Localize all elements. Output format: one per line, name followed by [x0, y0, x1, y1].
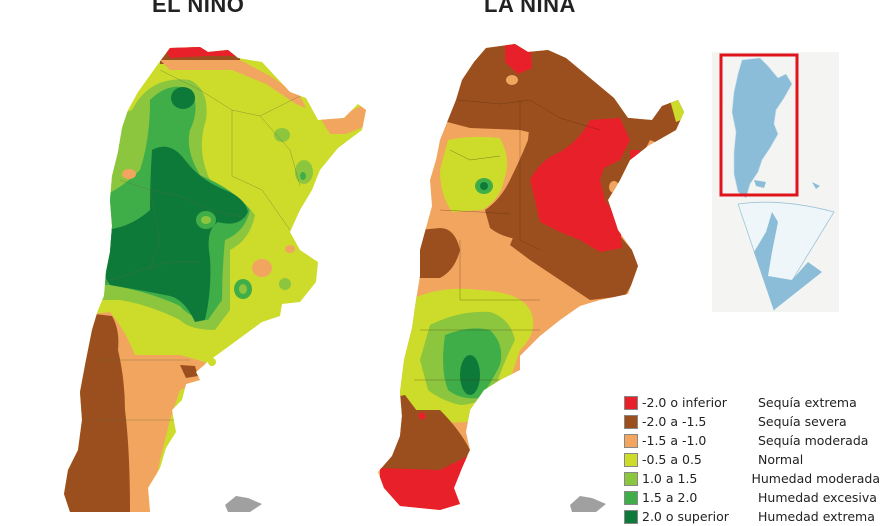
legend-label: Humedad extrema — [758, 509, 875, 524]
legend-item: -1.5 a -1.0 Sequía moderada — [624, 431, 880, 450]
legend-label: Sequía severa — [758, 414, 847, 429]
legend-swatch-extreme-drought — [624, 395, 638, 410]
legend-label: Sequía extrema — [758, 395, 857, 410]
legend-label: Humedad moderada — [751, 471, 880, 486]
legend-range: 1.0 a 1.5 — [642, 471, 698, 486]
legend-range: 1.5 a 2.0 — [642, 490, 698, 505]
locator-inset — [712, 52, 839, 312]
legend-swatch-severe-drought — [624, 414, 638, 429]
legend-item: -2.0 a -1.5 Sequía severa — [624, 412, 880, 431]
antarctic-sector — [737, 201, 835, 311]
la-nina-map — [378, 44, 684, 512]
legend-item: 1.5 a 2.0 Humedad excesiva — [624, 488, 880, 507]
legend-label: Humedad excesiva — [758, 490, 877, 505]
el-nino-map — [64, 47, 366, 512]
legend-item: -2.0 o inferior Sequía extrema — [624, 393, 880, 412]
mainland-shape — [731, 57, 793, 199]
legend-range: -2.0 o inferior — [642, 395, 727, 410]
legend: -2.0 o inferior Sequía extrema -2.0 a -1… — [624, 393, 880, 526]
la-nina-title: LA NIÑA — [484, 0, 576, 17]
legend-range: -2.0 a -1.5 — [642, 414, 707, 429]
legend-swatch-excessive-humidity — [624, 490, 638, 505]
legend-label: Sequía moderada — [758, 433, 869, 448]
legend-item: -0.5 a 0.5 Normal — [624, 450, 880, 469]
inset-highlight-frame — [719, 53, 799, 197]
legend-item: 1.0 a 1.5 Humedad moderada — [624, 469, 880, 488]
legend-swatch-moderate-drought — [624, 433, 638, 448]
legend-range: -0.5 a 0.5 — [642, 452, 702, 467]
legend-range: -1.5 a -1.0 — [642, 433, 707, 448]
legend-range: 2.0 o superior — [642, 509, 729, 524]
legend-swatch-moderate-humidity — [624, 471, 638, 486]
legend-label: Normal — [758, 452, 804, 467]
legend-item: 2.0 o superior Humedad extrema — [624, 507, 880, 526]
legend-swatch-normal — [624, 452, 638, 467]
el-nino-title: EL NIÑO — [152, 0, 245, 17]
